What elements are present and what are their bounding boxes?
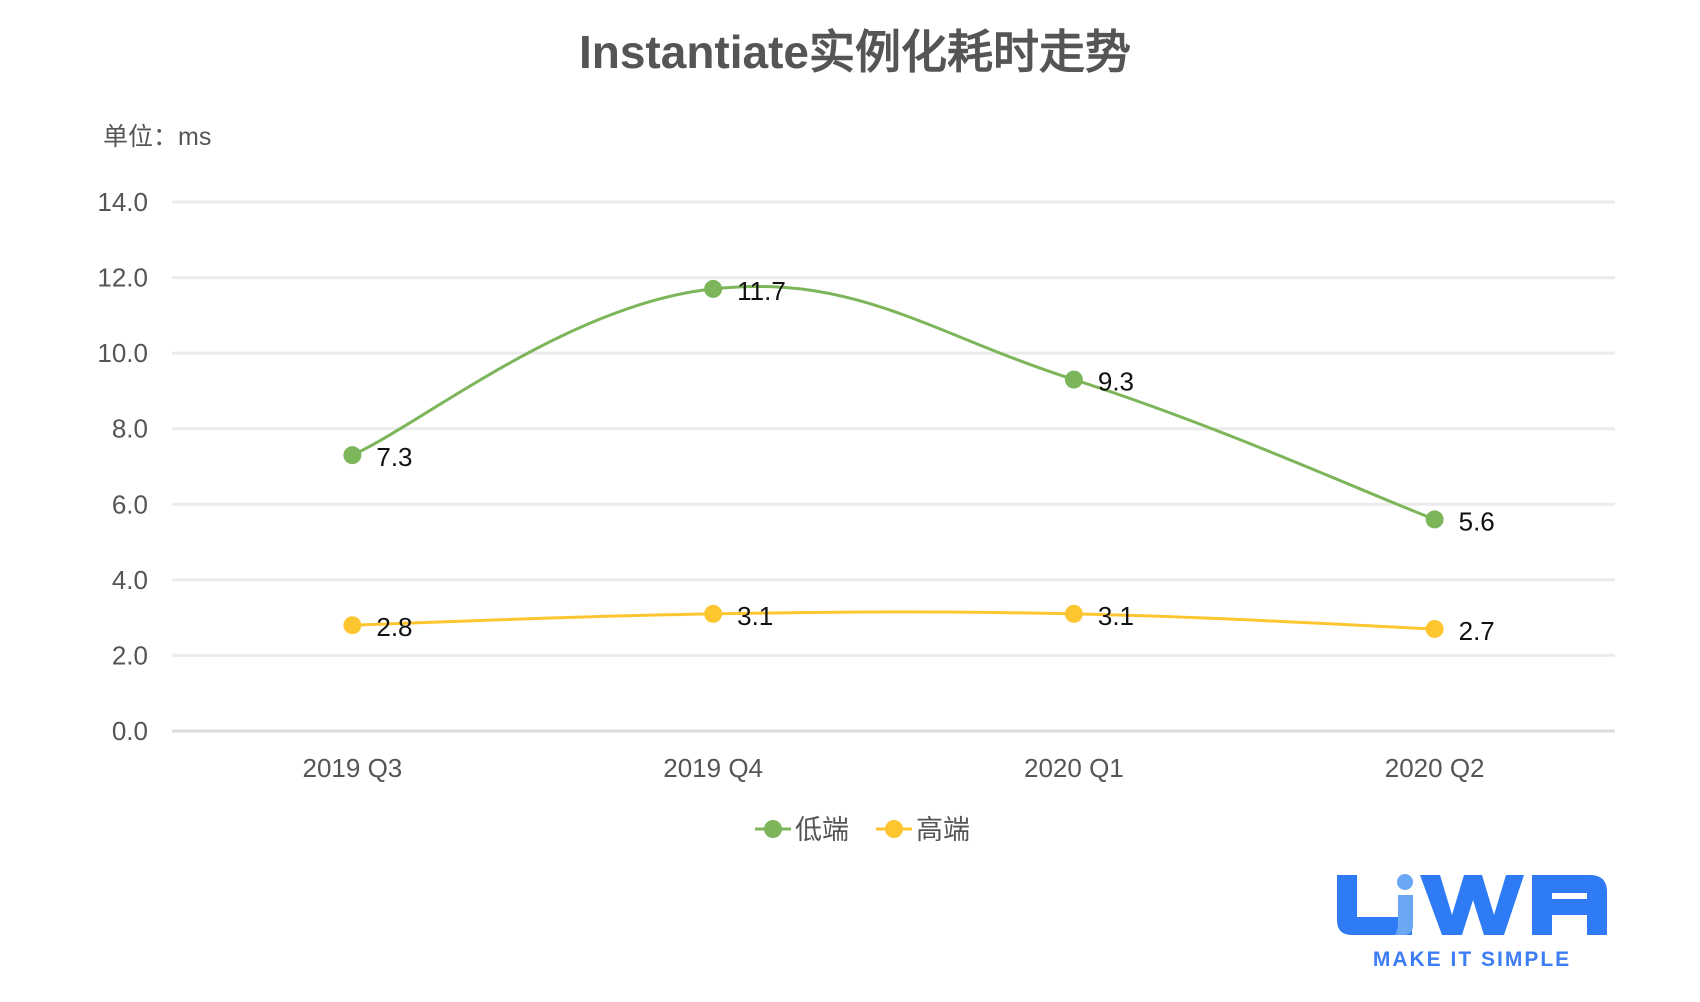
y-tick-label: 12.0 (97, 263, 148, 293)
x-tick-label: 2020 Q1 (1024, 753, 1124, 783)
chart-title: Instantiate实例化耗时走势 (579, 26, 1131, 78)
data-point (1425, 619, 1444, 638)
x-tick-label: 2019 Q4 (663, 753, 763, 783)
y-tick-label: 4.0 (112, 565, 148, 595)
series-line (351, 285, 1436, 521)
logo-letter-l (1337, 875, 1412, 935)
legend-label: 高端 (916, 815, 970, 845)
logo-i-dot (1397, 874, 1413, 890)
y-tick-label: 10.0 (97, 338, 148, 368)
logo-letter-w (1420, 875, 1524, 935)
data-label: 9.3 (1098, 367, 1134, 397)
legend[interactable]: 低端 高端 (755, 815, 970, 845)
data-point (704, 279, 723, 298)
series-group: 7.3 11.7 9.3 5.6 2.8 3.1 3.1 2.7 (343, 276, 1495, 646)
logo-letter-a (1532, 875, 1607, 935)
y-tick-label: 0.0 (112, 716, 148, 746)
logo-tagline: MAKE IT SIMPLE (1373, 948, 1571, 971)
legend-label: 低端 (795, 815, 849, 845)
y-tick-label: 14.0 (97, 187, 148, 217)
series-line (352, 610, 1435, 631)
liwa-logo: MAKE IT SIMPLE (1337, 874, 1607, 971)
data-point (343, 616, 362, 635)
data-label: 3.1 (737, 601, 773, 631)
data-label: 3.1 (1098, 601, 1134, 631)
legend-item[interactable]: 高端 (876, 815, 970, 845)
data-label: 2.7 (1459, 616, 1495, 646)
x-tick-label: 2020 Q2 (1385, 753, 1485, 783)
unit-label: 单位：ms (103, 123, 211, 151)
legend-item[interactable]: 低端 (755, 815, 849, 845)
legend-marker-icon (885, 820, 903, 838)
y-tick-label: 8.0 (112, 414, 148, 444)
data-label: 2.8 (376, 612, 412, 642)
data-label: 5.6 (1459, 506, 1495, 536)
logo-letter-i (1395, 895, 1413, 935)
x-tick-label: 2019 Q3 (303, 753, 403, 783)
legend-marker-icon (764, 820, 782, 838)
x-axis: 2019 Q3 2019 Q4 2020 Q1 2020 Q2 (303, 753, 1485, 783)
data-point (1425, 510, 1444, 529)
data-point (1064, 370, 1083, 389)
data-point (343, 446, 362, 465)
y-tick-label: 6.0 (112, 489, 148, 519)
y-tick-label: 2.0 (112, 640, 148, 670)
series-high-end: 2.8 3.1 3.1 2.7 (343, 601, 1495, 646)
data-point (704, 604, 723, 623)
data-label: 7.3 (376, 442, 412, 472)
series-low-end: 7.3 11.7 9.3 5.6 (343, 276, 1495, 536)
data-label: 11.7 (737, 276, 786, 306)
data-point (1064, 604, 1083, 623)
grid: 0.0 2.0 4.0 6.0 8.0 10.0 12.0 14.0 (97, 187, 1615, 746)
